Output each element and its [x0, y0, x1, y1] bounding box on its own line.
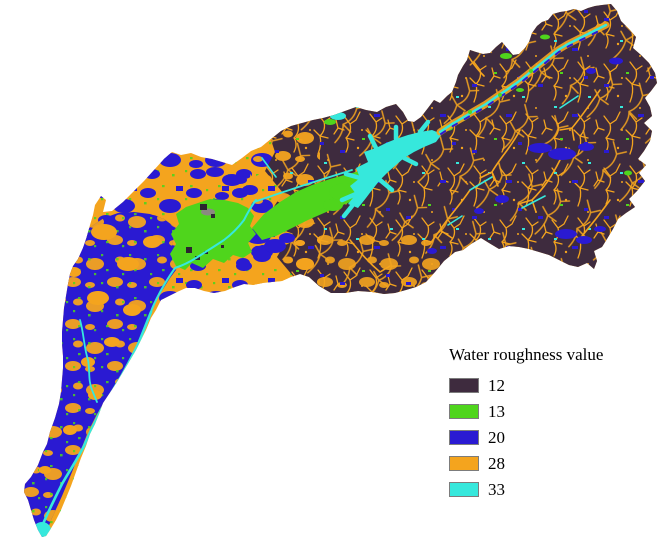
green-speckle-tail	[24, 212, 182, 537]
legend-item: 33	[449, 481, 603, 498]
legend-item: 12	[449, 377, 603, 394]
northeast-river	[436, 21, 610, 136]
legend: Water roughness value 12 13 20 28 33	[449, 346, 603, 498]
legend-swatch	[449, 404, 479, 419]
legend-swatch	[449, 430, 479, 445]
legend-item-label: 20	[488, 428, 505, 447]
legend-title: Water roughness value	[449, 345, 604, 364]
legend-item-label: 12	[488, 376, 505, 395]
legend-item: 20	[449, 429, 603, 446]
legend-swatch	[449, 482, 479, 497]
speck-texture-east	[265, 4, 657, 310]
tail-tip-water	[33, 522, 51, 537]
legend-swatch	[449, 456, 479, 471]
legend-item-label: 33	[488, 480, 505, 499]
legend-item: 13	[449, 403, 603, 420]
legend-item-label: 13	[488, 402, 505, 421]
legend-items: 12 13 20 28 33	[449, 377, 603, 498]
legend-swatch	[449, 378, 479, 393]
legend-item-label: 28	[488, 454, 505, 473]
cyan-patch-mid	[330, 112, 346, 120]
reservoir	[339, 119, 442, 219]
legend-item: 28	[449, 455, 603, 472]
